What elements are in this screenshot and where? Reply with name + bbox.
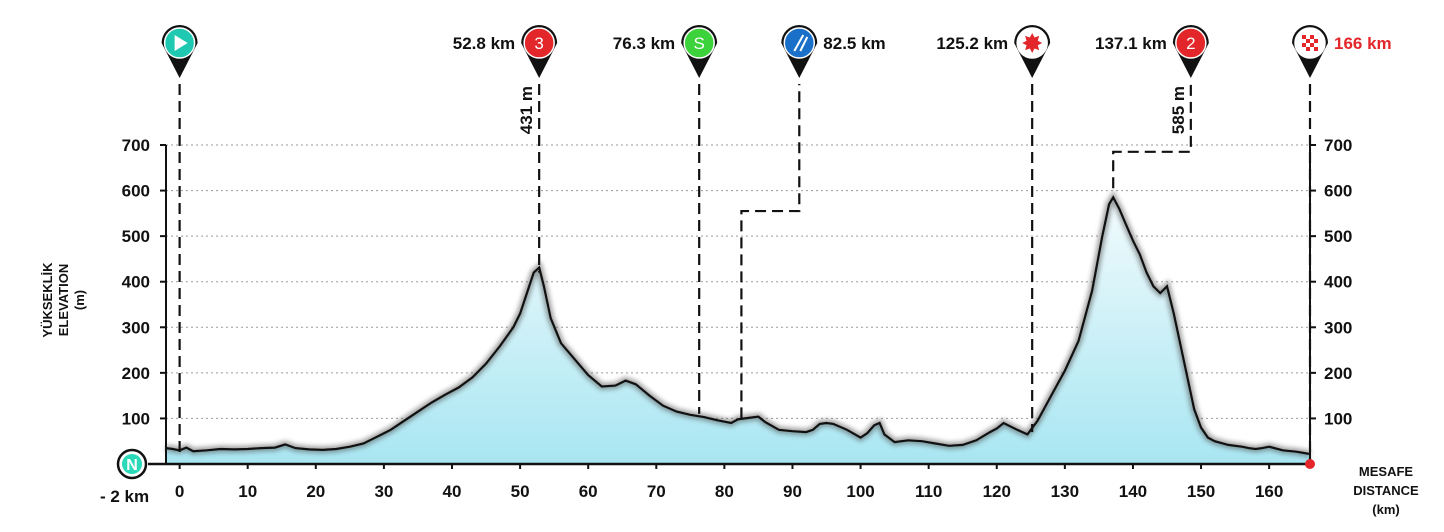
y-tick-label-right: 200 [1324, 364, 1352, 383]
marker-leader [740, 84, 801, 419]
y-tick-label-left: 100 [122, 409, 150, 428]
y-axis-label-line-2: ELEVATION [56, 264, 71, 336]
x-tick-label: 160 [1255, 482, 1283, 501]
elevation-line [165, 195, 1311, 456]
climb-category-icon: 3 [521, 25, 558, 78]
start-badge-letter: N [126, 457, 138, 474]
x-tick-label: 50 [511, 482, 530, 501]
x-tick-label: 20 [306, 482, 325, 501]
x-axis-label-line-3: (km) [1372, 502, 1399, 517]
y-tick-label-left: 200 [122, 364, 150, 383]
x-tick-label: 100 [846, 482, 874, 501]
y-tick-label-left: 300 [122, 318, 150, 337]
y-tick-label-right: 600 [1324, 182, 1352, 201]
marker-km-label: 76.3 km [613, 34, 675, 53]
x-tick-label: 30 [374, 482, 393, 501]
x-tick-label: 90 [783, 482, 802, 501]
feed-zone-icon [781, 25, 818, 78]
y-tick-label-right: 300 [1324, 318, 1352, 337]
y-tick-label-left: 600 [122, 182, 150, 201]
elevation-fill [166, 197, 1310, 464]
profile-area [165, 190, 1311, 464]
climb-category-icon: 2 [1172, 25, 1209, 78]
x-tick-label: 40 [443, 482, 462, 501]
y-axis-label-line-1: YÜKSEKLİK [40, 262, 55, 338]
x-tick-label: 70 [647, 482, 666, 501]
marker-km-label: 166 km [1334, 34, 1392, 53]
y-tick-label-right: 700 [1324, 136, 1352, 155]
marker-badge-text: 3 [534, 34, 543, 53]
marker-km-label: 125.2 km [936, 34, 1008, 53]
x-tick-label: 120 [983, 482, 1011, 501]
marker-km-label: 82.5 km [823, 34, 885, 53]
grid-lines [166, 144, 1310, 419]
x-tick-label: 140 [1119, 482, 1147, 501]
x-tick-label: 0 [175, 482, 184, 501]
y-tick-label-left: 700 [122, 136, 150, 155]
marker-altitude-label: 585 m [1169, 86, 1188, 134]
marker-km-label: 52.8 km [453, 34, 515, 53]
start-badge: N [116, 448, 148, 480]
marker-altitude-label: 431 m [517, 86, 536, 134]
y-tick-label-left: 500 [122, 227, 150, 246]
x-tick-label: 10 [238, 482, 257, 501]
marker-badge-text: S [694, 34, 705, 53]
start-km-label: - 2 km [100, 487, 149, 506]
y-tick-label-left: 400 [122, 273, 150, 292]
y-tick-label-right: 100 [1324, 409, 1352, 428]
x-tick-label: 60 [579, 482, 598, 501]
finish-dot [1305, 459, 1315, 469]
x-axis-label-line-2: DISTANCE [1353, 483, 1419, 498]
marker-badge-text: 2 [1186, 34, 1195, 53]
x-tick-label: 110 [915, 482, 942, 501]
finish-flag-icon [1292, 25, 1328, 78]
marker-km-label: 137.1 km [1095, 34, 1167, 53]
marker-leader [1112, 84, 1192, 189]
x-tick-label: 130 [1051, 482, 1079, 501]
start-flag-icon [161, 25, 198, 78]
y-tick-label-right: 500 [1324, 227, 1352, 246]
y-axis-label-line-3: (m) [72, 290, 87, 310]
y-tick-label-right: 400 [1324, 273, 1352, 292]
x-tick-label: 80 [715, 482, 734, 501]
sprint-icon: S [681, 25, 718, 78]
x-axis-label-line-1: MESAFE [1359, 464, 1414, 479]
x-tick-label: 150 [1187, 482, 1215, 501]
bonus-point-icon [1014, 24, 1051, 78]
markers: 3 52.8 km 431 m S 76.3 km 82.5 km 125.2 km 2 137… [161, 24, 1392, 134]
